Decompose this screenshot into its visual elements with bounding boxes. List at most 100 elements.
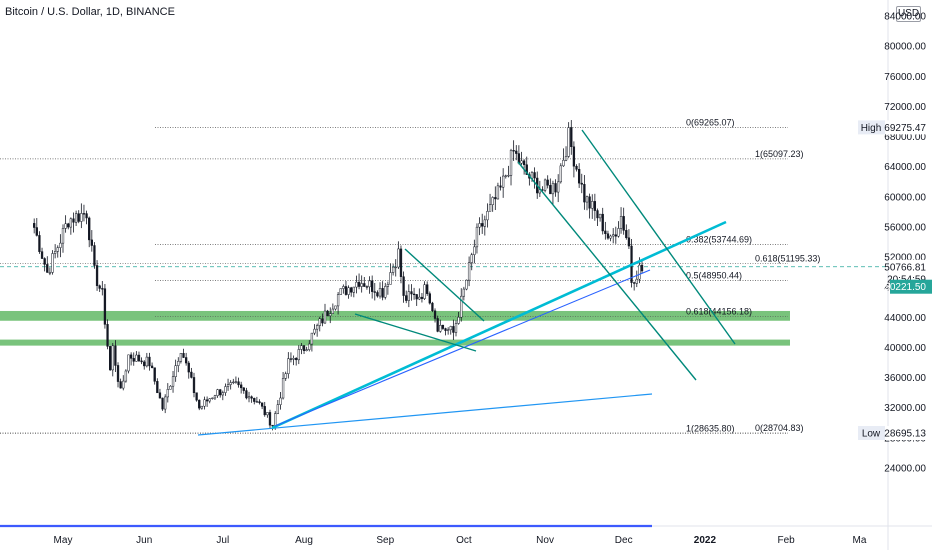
candle-body bbox=[132, 358, 135, 362]
candle-body bbox=[494, 197, 497, 200]
channel-sep-lower bbox=[354, 313, 477, 352]
candle-body bbox=[588, 196, 591, 209]
currency-button[interactable]: USD bbox=[896, 6, 921, 22]
candle-body bbox=[384, 286, 387, 298]
candle-body bbox=[638, 264, 641, 280]
candle-body bbox=[399, 248, 403, 277]
candle-body bbox=[59, 242, 62, 248]
high-price-label: 69275.47 bbox=[884, 123, 926, 134]
price-tick-label: 52000.00 bbox=[884, 253, 926, 264]
candle-body bbox=[124, 370, 128, 382]
price-tick-label: 80000.00 bbox=[884, 42, 926, 53]
candle-body bbox=[381, 288, 384, 298]
candle-body bbox=[145, 356, 148, 367]
candle-body bbox=[90, 239, 93, 246]
candle-body bbox=[334, 305, 337, 310]
candle-body bbox=[462, 288, 466, 297]
candle-body bbox=[43, 258, 46, 265]
candle-body bbox=[467, 262, 471, 281]
low-price-label: 28695.13 bbox=[884, 429, 926, 440]
candle-body bbox=[67, 223, 70, 228]
candle-body bbox=[612, 234, 615, 237]
fib-level-label: 0(28704.83) bbox=[755, 423, 804, 433]
candle-body bbox=[164, 396, 167, 410]
candle-body bbox=[415, 294, 418, 300]
candle-body bbox=[226, 384, 230, 387]
price-tick-label: 84000.00 bbox=[884, 12, 926, 23]
candle-body bbox=[585, 196, 589, 203]
candle-body bbox=[331, 308, 335, 314]
candle-body bbox=[397, 248, 400, 268]
candle-body bbox=[143, 361, 146, 367]
candle-body bbox=[342, 286, 345, 289]
candle-body bbox=[253, 398, 256, 402]
candle-body bbox=[281, 378, 285, 399]
candle-body bbox=[140, 360, 143, 363]
candle-body bbox=[449, 326, 452, 331]
candle-body bbox=[266, 412, 269, 416]
fib-level-label: 0(69265.07) bbox=[686, 117, 735, 127]
candle-body bbox=[596, 210, 599, 219]
candle-body bbox=[570, 127, 573, 148]
candle-body bbox=[114, 345, 117, 366]
candle-body bbox=[452, 326, 455, 333]
candle-body bbox=[488, 204, 492, 212]
candle-body bbox=[221, 392, 224, 396]
candle-body bbox=[376, 292, 379, 297]
time-tick-label: Feb bbox=[778, 535, 796, 546]
candle-body bbox=[234, 381, 238, 383]
candle-body bbox=[591, 201, 594, 209]
candle-body bbox=[564, 156, 568, 161]
time-tick-label: Jul bbox=[216, 535, 229, 546]
candle-body bbox=[148, 356, 151, 367]
candle-body bbox=[475, 226, 479, 248]
candle-body bbox=[219, 389, 222, 396]
candle-body bbox=[410, 291, 413, 295]
candle-body bbox=[258, 401, 261, 404]
candle-body bbox=[310, 332, 314, 345]
fib-level-label: 1(28635.80) bbox=[686, 423, 735, 433]
fib-level-label: 0.618(44156.18) bbox=[686, 307, 752, 317]
candle-body bbox=[473, 246, 476, 255]
candle-body bbox=[593, 201, 597, 211]
candle-body bbox=[153, 367, 156, 382]
candle-body bbox=[640, 264, 644, 272]
candle-body bbox=[360, 283, 363, 287]
candle-body bbox=[161, 397, 164, 410]
candle-body bbox=[559, 165, 562, 183]
candle-body bbox=[407, 291, 410, 301]
price-tick-label: 32000.00 bbox=[884, 403, 926, 414]
candle-body bbox=[604, 230, 607, 234]
candle-body bbox=[606, 233, 610, 239]
candle-body bbox=[51, 253, 54, 273]
candle-body bbox=[284, 373, 287, 379]
candle-body bbox=[321, 318, 324, 324]
candle-body bbox=[93, 245, 96, 266]
candle-body bbox=[274, 413, 277, 427]
candle-body bbox=[56, 247, 59, 252]
candle-body bbox=[33, 223, 36, 228]
candle-body bbox=[40, 251, 44, 259]
candle-body bbox=[557, 181, 560, 193]
candle-body bbox=[431, 302, 434, 312]
candle-body bbox=[412, 293, 416, 296]
time-tick-label: May bbox=[54, 535, 73, 546]
candle-body bbox=[465, 279, 468, 290]
candle-body bbox=[350, 287, 353, 293]
fib-level-label: 0.5(48950.44) bbox=[686, 270, 742, 280]
channel-sep-upper bbox=[404, 248, 485, 322]
trendline-lower bbox=[197, 393, 653, 436]
candle-body bbox=[271, 424, 274, 427]
candle-body bbox=[551, 183, 555, 195]
candle-body bbox=[378, 288, 382, 297]
candle-body bbox=[441, 324, 445, 329]
candle-body bbox=[520, 160, 523, 164]
candle-body bbox=[260, 402, 264, 407]
candle-body bbox=[318, 318, 321, 326]
candle-body bbox=[405, 295, 408, 301]
candle-body bbox=[255, 401, 259, 403]
candle-body bbox=[247, 396, 251, 399]
candle-body bbox=[633, 282, 636, 284]
price-tick-label: 24000.00 bbox=[884, 463, 926, 474]
